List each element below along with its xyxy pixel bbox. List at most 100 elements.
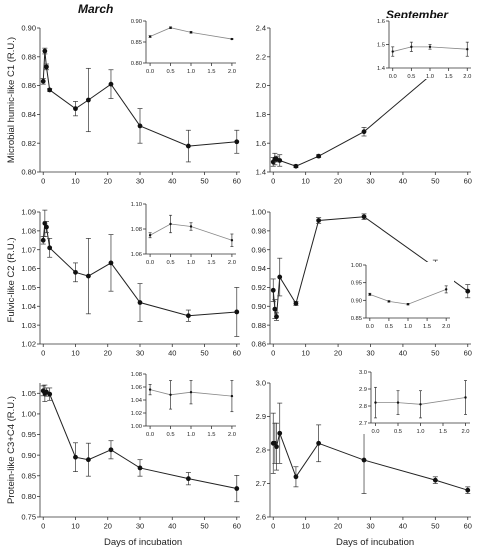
inset-data-point	[444, 288, 448, 291]
inset-x-tick-label: 0.0	[389, 74, 397, 80]
main-data-point	[432, 477, 438, 483]
main-data-point	[108, 81, 114, 87]
main-y-tick-label: 0.80	[21, 168, 36, 177]
main-data-point	[44, 224, 49, 230]
inset-x-tick-label: 1.5	[207, 69, 215, 75]
inset-panel-3: 1.06 1.08 1.10 0.0 0.5 1.0 1.5 2.0	[128, 201, 240, 266]
main-y-tick-label: 0.85	[21, 471, 36, 480]
main-data-point	[316, 440, 322, 446]
main-data-point	[234, 309, 240, 315]
inset-x-tick-label: 1.5	[423, 324, 431, 330]
main-y-tick-label: 1.02	[21, 340, 36, 349]
inset-y-tick-label: 2.7	[359, 421, 367, 427]
inset-series-line	[149, 27, 232, 40]
x-axis-label-left: Days of incubation	[104, 537, 183, 548]
main-x-tick-label: 10	[301, 522, 309, 531]
main-data-point	[137, 300, 143, 305]
main-data-point	[185, 143, 191, 149]
inset-data-point	[396, 401, 400, 404]
main-x-tick-label: 60	[464, 349, 472, 358]
main-series-line	[273, 431, 468, 491]
main-data-point	[361, 129, 367, 135]
inset-x-tick-label: 0.5	[407, 74, 415, 80]
main-x-tick-label: 10	[301, 177, 309, 186]
inset-y-tick-label: 1.06	[131, 252, 142, 258]
main-x-tick-label: 20	[104, 177, 112, 186]
main-x-tick-label: 50	[200, 349, 208, 358]
main-y-tick-label: 1.6	[256, 139, 266, 148]
inset-y-tick-label: 1.00	[131, 424, 142, 430]
inset-y-tick-label: 1.04	[131, 398, 143, 404]
main-data-point	[47, 245, 53, 251]
main-y-tick-label: 0.90	[21, 451, 36, 460]
main-data-point	[277, 274, 283, 280]
main-data-point	[137, 123, 143, 129]
main-x-tick-label: 60	[464, 522, 472, 531]
main-x-tick-label: 40	[168, 177, 176, 186]
main-y-tick-label: 0.95	[21, 430, 36, 439]
main-x-tick-label: 20	[334, 177, 342, 186]
header-march: March	[78, 2, 114, 16]
main-data-point	[234, 486, 240, 491]
inset-data-point	[387, 300, 391, 303]
main-x-tick-label: 10	[71, 177, 79, 186]
main-x-tick-label: 40	[399, 177, 407, 186]
main-y-tick-label: 2.6	[256, 513, 266, 522]
inset-y-tick-label: 1.08	[131, 372, 142, 378]
main-x-tick-label: 0	[271, 349, 275, 358]
main-data-point	[40, 78, 46, 84]
inset-x-tick-label: 0.0	[366, 324, 374, 330]
main-data-point	[73, 106, 78, 112]
main-data-point	[234, 139, 240, 145]
main-data-point	[73, 454, 78, 460]
main-x-tick-label: 50	[431, 349, 439, 358]
main-data-point	[47, 87, 53, 93]
inset-x-tick-label: 1.0	[187, 69, 195, 75]
inset-panel-5: 1.00 1.02 1.04 1.06 1.08 0.0 0.5 1.0 1.5 2.0	[128, 371, 240, 438]
inset-y-tick-label: 1.02	[131, 411, 142, 417]
main-data-point	[293, 163, 299, 169]
inset-x-tick-label: 0.0	[146, 432, 154, 438]
main-y-tick-label: 1.04	[21, 302, 36, 311]
inset-x-tick-label: 0.0	[146, 260, 154, 266]
inset-panel-2: 1.4 1.5 1.6 0.0 0.5 1.0 1.5 2.0	[371, 18, 475, 80]
main-x-tick-label: 20	[334, 349, 342, 358]
main-y-tick-label: 1.06	[21, 264, 36, 273]
main-data-point	[185, 476, 191, 482]
inset-y-tick-label: 1.00	[351, 263, 362, 269]
inset-data-point	[230, 239, 234, 242]
y-axis-title: Protein-like C3+C4 (R.U.)	[6, 396, 17, 504]
inset-y-tick-label: 0.90	[351, 298, 362, 304]
inset-data-point	[148, 35, 152, 38]
x-axis-label-right: Days of incubation	[336, 537, 415, 548]
main-data-point	[85, 273, 91, 279]
main-data-point	[85, 97, 91, 103]
main-x-tick-label: 40	[168, 349, 176, 358]
main-data-point	[47, 391, 53, 397]
inset-data-point	[368, 293, 372, 296]
main-y-tick-label: 1.03	[21, 321, 36, 330]
inset-series-line	[149, 223, 233, 241]
inset-x-tick-label: 1.0	[187, 432, 195, 438]
main-y-tick-label: 3.0	[256, 379, 266, 388]
inset-y-tick-label: 1.6	[377, 19, 385, 25]
main-y-tick-label: 1.00	[251, 208, 266, 217]
main-y-tick-label: 2.8	[256, 446, 266, 455]
main-y-tick-label: 0.88	[251, 321, 266, 330]
main-x-tick-label: 20	[334, 522, 342, 531]
main-x-tick-label: 40	[399, 349, 407, 358]
inset-background	[128, 18, 240, 74]
inset-x-tick-label: 2.0	[228, 432, 236, 438]
inset-background	[348, 262, 454, 329]
inset-x-tick-label: 1.5	[439, 429, 447, 435]
main-data-point	[465, 487, 471, 493]
inset-y-tick-label: 1.08	[131, 227, 142, 233]
main-data-point	[316, 153, 322, 159]
main-y-tick-label: 1.07	[21, 245, 36, 254]
inset-x-tick-label: 1.0	[416, 429, 424, 435]
inset-x-tick-label: 0.5	[385, 324, 393, 330]
inset-data-point	[169, 26, 172, 29]
inset-y-tick-label: 0.80	[131, 61, 142, 67]
main-y-tick-label: 0.80	[21, 492, 36, 501]
inset-background	[128, 201, 240, 265]
